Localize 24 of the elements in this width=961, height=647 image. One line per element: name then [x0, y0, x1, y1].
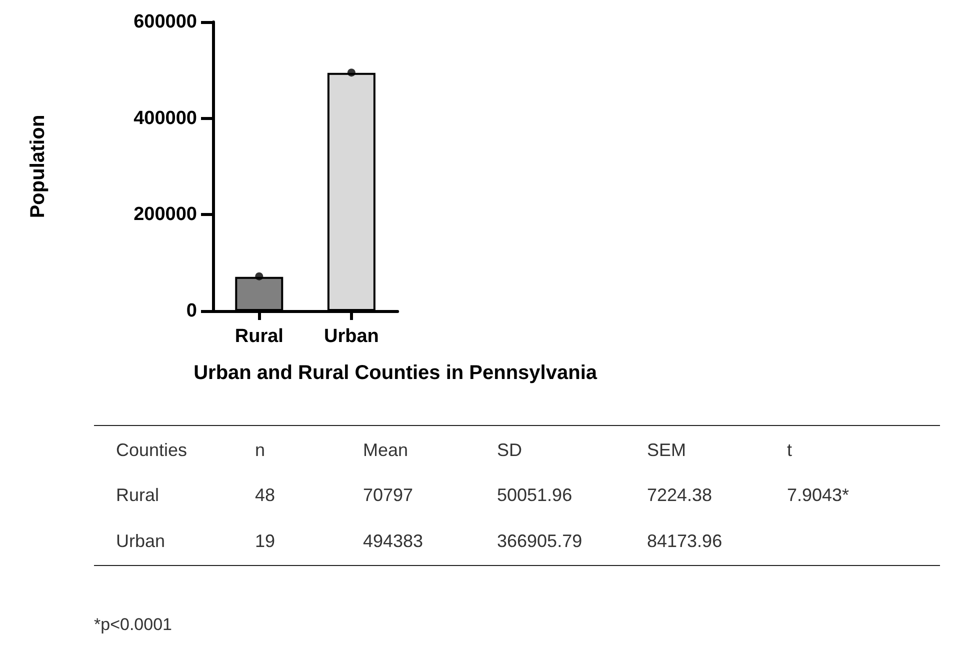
- text: 84173.96: [647, 531, 722, 551]
- text: 70797: [363, 485, 414, 505]
- text: 50051.96: [497, 485, 572, 505]
- text: Urban: [116, 531, 166, 551]
- text: t: [787, 440, 792, 460]
- text: Rural: [116, 485, 160, 505]
- text: SD: [497, 440, 522, 460]
- y-axis-title: Population: [27, 114, 49, 218]
- text: Mean: [363, 440, 408, 460]
- text: 7224.38: [647, 485, 712, 505]
- x-axis-title: Urban and Rural Counties in Pennsylvania: [194, 362, 598, 384]
- text: n: [255, 440, 266, 460]
- text: 19: [255, 531, 276, 551]
- text: Counties: [116, 440, 188, 460]
- text: 366905.79: [497, 531, 582, 551]
- text: *p<0.0001: [94, 615, 172, 635]
- y-tick-label: 400000: [134, 108, 197, 129]
- text: 7.9043*: [787, 485, 850, 505]
- text: SEM: [647, 440, 686, 460]
- y-tick-label: 0: [186, 300, 197, 322]
- y-tick-label: 200000: [134, 204, 197, 226]
- text: 494383: [363, 531, 424, 551]
- y-tick-label: 600000: [134, 12, 197, 32]
- text: 48: [255, 485, 276, 505]
